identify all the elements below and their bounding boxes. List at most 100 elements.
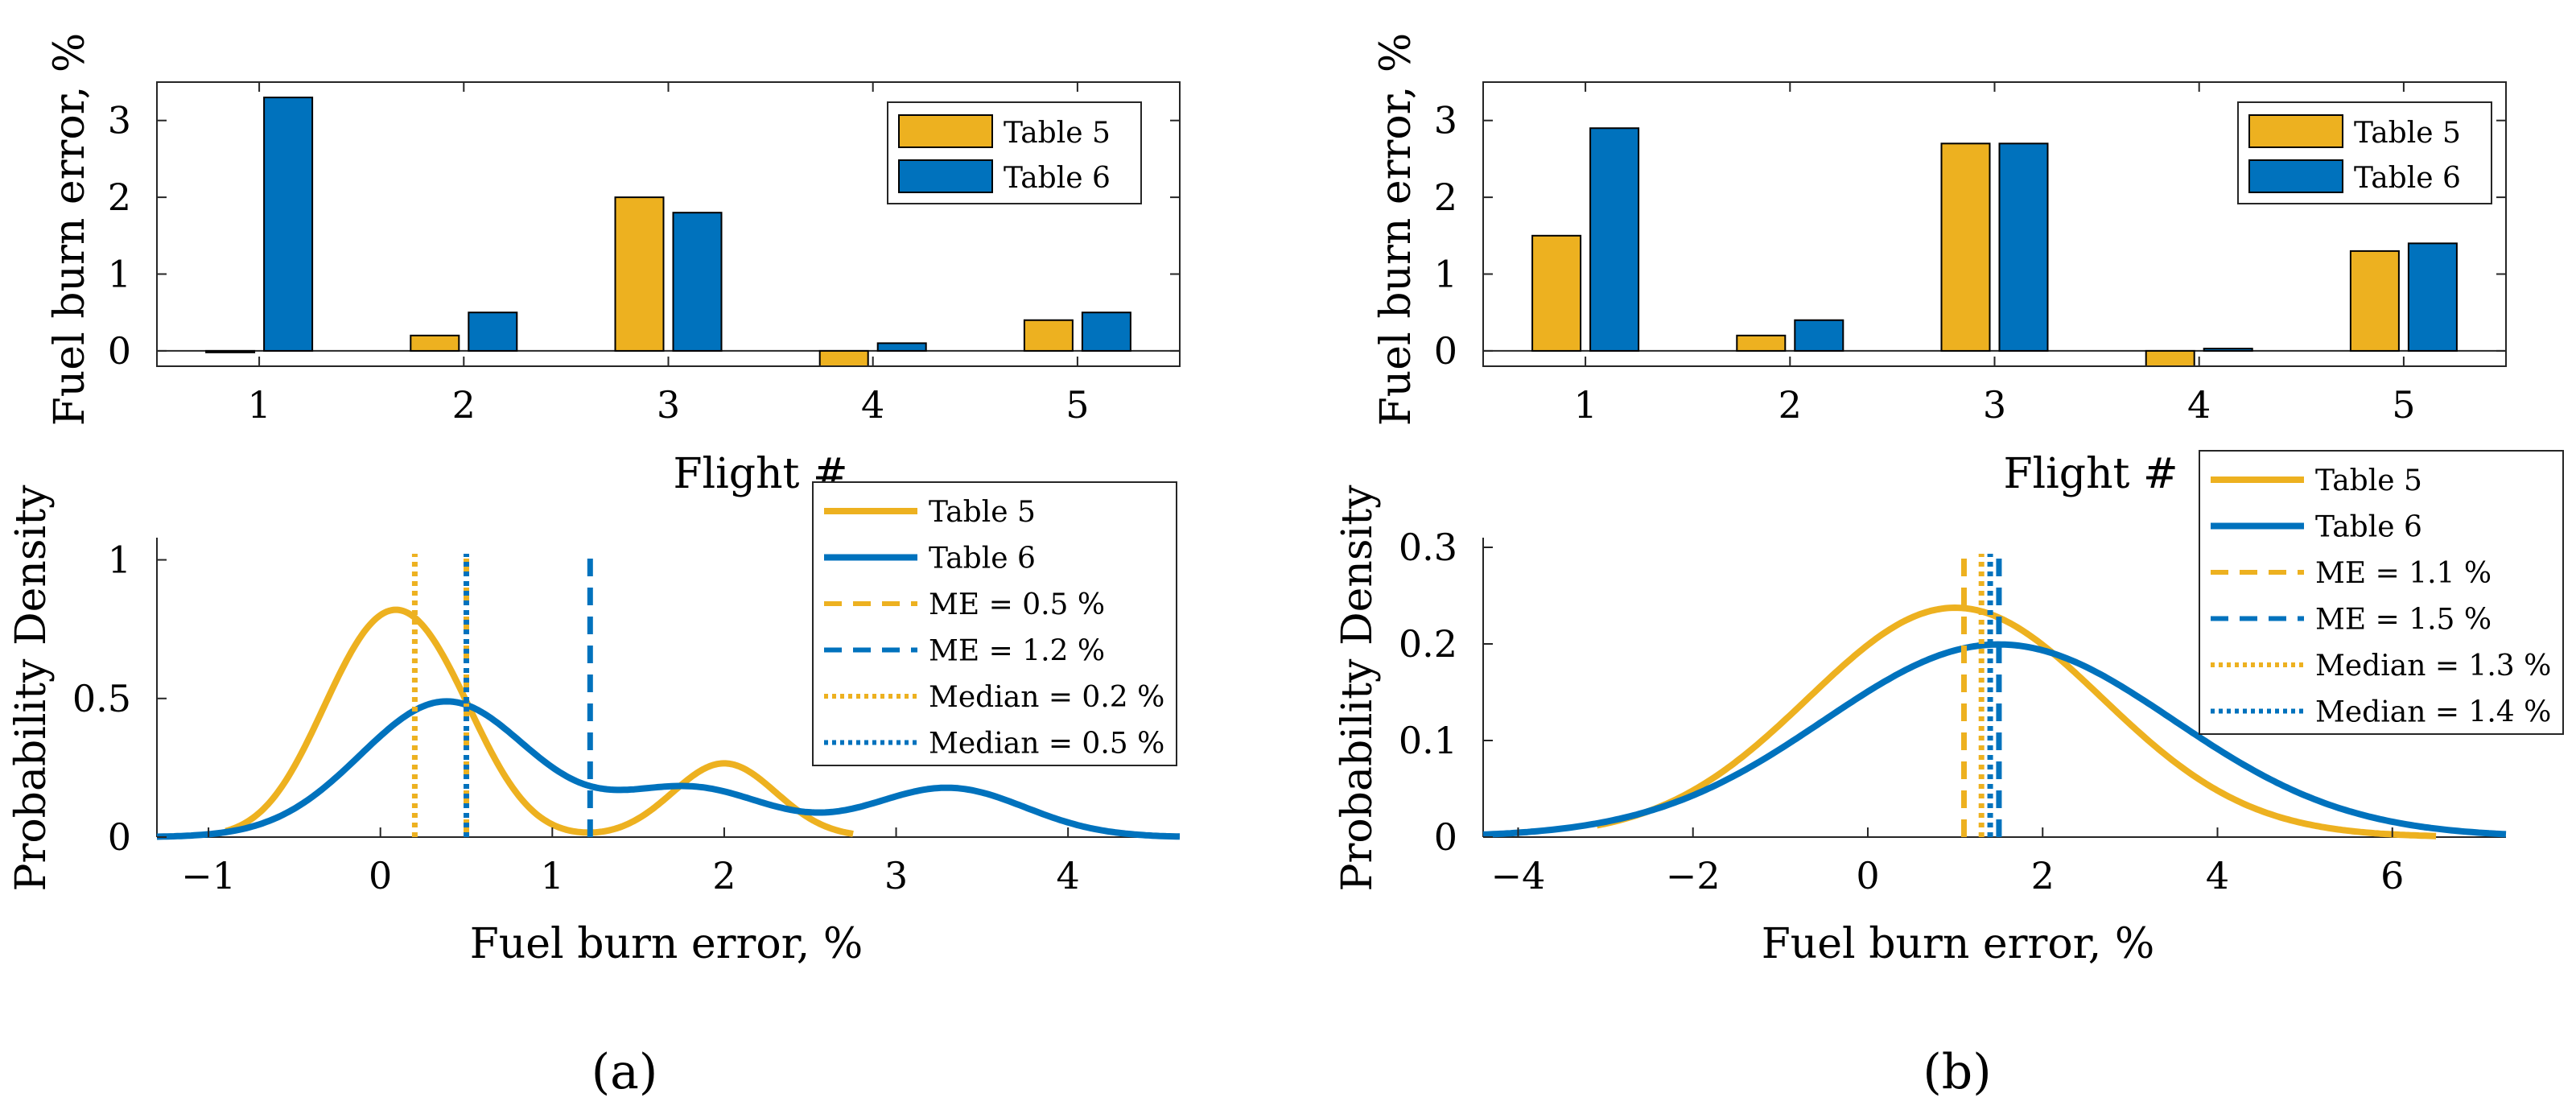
density-legend: Table 5 Table 6 ME = 1.1 % ME = 1.5 % Median…	[2199, 450, 2564, 735]
density-ylabel-a: Probability Density	[7, 485, 56, 892]
xtick-label: 3	[657, 383, 680, 427]
bar-chart-b: 0 1 2 3 1 2 3 4 5 Table 5 Table 6	[1434, 81, 2507, 427]
bar-table5-flight-1	[205, 349, 256, 353]
density-curve-table5	[225, 606, 855, 837]
density-ylabel-b: Probability Density	[1333, 485, 1382, 892]
legend-swatch-table6	[2248, 159, 2343, 193]
legend-label: Table 5	[2315, 464, 2422, 497]
xtick-label: 4	[1057, 854, 1080, 897]
bar-ylabel-b: Fuel burn error, %	[1372, 33, 1420, 427]
bar-xlabel-b: Flight #	[2003, 450, 2178, 498]
xtick-label: 6	[2380, 854, 2404, 897]
legend-label: ME = 1.1 %	[2315, 557, 2492, 590]
density-chart-b: 0 0.1 0.2 0.3 −4 −2 0 2 4 6 Table 5 Table 6 ME = 1.1…	[1399, 450, 2564, 897]
xtick-label: 0	[1856, 854, 1879, 897]
bar-table6-flight-5	[1081, 311, 1131, 352]
bar-chart-a: 0 1 2 3 1 2 3 4 5 Table 5 Table 6	[108, 81, 1181, 427]
legend-label: Median = 1.3 %	[2315, 650, 2551, 683]
ytick-label: 0.1	[1399, 719, 1457, 762]
bar-table5-flight-4	[2145, 349, 2195, 367]
density-curve-table6	[156, 698, 1181, 840]
legend-label: Table 6	[2354, 162, 2461, 195]
xtick-label: 4	[2206, 854, 2229, 897]
ytick-label: 3	[1434, 99, 1457, 142]
xtick-label: 4	[2187, 383, 2211, 427]
ytick-label: 1	[108, 538, 131, 582]
bar-table6-flight-3	[672, 212, 723, 352]
ytick-label: 0	[108, 329, 131, 373]
ytick-label: 0	[108, 815, 131, 859]
legend-label: ME = 1.2 %	[929, 635, 1105, 668]
xtick-label: 2	[2031, 854, 2055, 897]
ytick-label: 0	[1434, 815, 1457, 859]
ytick-label: 1	[108, 253, 131, 296]
bar-legend: Table 5 Table 6	[887, 101, 1142, 204]
xtick-label: 2	[1778, 383, 1802, 427]
xtick-label: 0	[369, 854, 392, 897]
bar-table5-flight-3	[1940, 142, 1991, 352]
ytick-label: 1	[1434, 253, 1457, 296]
legend-label: ME = 1.5 %	[2315, 604, 2492, 637]
legend-label: Table 6	[929, 542, 1036, 576]
panel-b: 0 1 2 3 1 2 3 4 5 Table 5 Table 6 Flight # Fuel bu…	[1333, 33, 2564, 1100]
ytick-label: 0.2	[1399, 622, 1457, 666]
legend-swatch-table5	[898, 114, 993, 148]
xtick-label: 5	[1065, 383, 1089, 427]
bar-table5-flight-2	[1736, 334, 1787, 352]
xtick-label: −4	[1491, 854, 1546, 897]
density-xlabel-a: Fuel burn error, %	[470, 920, 863, 968]
bar-table6-flight-1	[1589, 127, 1640, 352]
bar-table6-flight-1	[263, 97, 314, 352]
xtick-label: 2	[452, 383, 476, 427]
legend-swatch-table5	[2248, 114, 2343, 148]
bar-table5-flight-3	[614, 196, 665, 352]
bar-table5-flight-5	[1023, 319, 1074, 352]
bar-table6-flight-2	[1794, 319, 1844, 352]
ytick-label: 0.3	[1399, 526, 1457, 569]
legend-label: Median = 0.2 %	[929, 681, 1164, 714]
panel-caption-a: (a)	[591, 1044, 658, 1100]
legend-box	[2199, 450, 2564, 735]
ytick-label: 3	[108, 99, 131, 142]
bar-table5-flight-4	[818, 349, 869, 367]
xtick-label: 3	[1983, 383, 2006, 427]
bar-table6-flight-4	[2203, 348, 2253, 352]
xtick-label: 1	[247, 383, 270, 427]
bar-table5-flight-2	[410, 334, 460, 352]
legend-label: ME = 0.5 %	[929, 588, 1105, 621]
density-curve-table6	[1482, 641, 2507, 838]
ytick-label: 2	[108, 175, 131, 219]
xtick-label: 1	[541, 854, 564, 897]
legend-label: Table 5	[2354, 117, 2461, 150]
xtick-label: 2	[712, 854, 736, 897]
bar-legend: Table 5 Table 6	[2237, 101, 2492, 204]
legend-label: Table 5	[929, 496, 1036, 529]
legend-swatch-table6	[898, 159, 993, 193]
xtick-label: 1	[1573, 383, 1597, 427]
panel-caption-b: (b)	[1923, 1044, 1991, 1100]
bar-table6-flight-3	[1998, 142, 2049, 352]
density-xlabel-b: Fuel burn error, %	[1762, 920, 2155, 968]
ytick-label: 2	[1434, 175, 1457, 219]
legend-box	[812, 481, 1177, 766]
density-chart-a: 0 0.5 1 −1 0 1 2 3 4 Table 5 Table 6 ME = 0.5 % ME =…	[72, 481, 1181, 897]
legend-label: Median = 1.4 %	[2315, 696, 2551, 729]
ytick-label: 0	[1434, 329, 1457, 373]
legend-label: Table 6	[2315, 511, 2422, 544]
xtick-label: 4	[861, 383, 884, 427]
xtick-label: −1	[181, 854, 236, 897]
bar-table5-flight-1	[1531, 234, 1582, 352]
legend-label: Table 5	[1004, 117, 1111, 150]
xtick-label: 5	[2392, 383, 2415, 427]
bar-table6-flight-4	[876, 342, 927, 352]
density-curve-table5	[1596, 604, 2437, 840]
bar-table6-flight-2	[468, 311, 518, 352]
legend-label: Median = 0.5 %	[929, 728, 1164, 761]
legend-label: Table 6	[1004, 162, 1111, 195]
bar-table5-flight-5	[2349, 250, 2400, 352]
bar-ylabel-a: Fuel burn error, %	[46, 33, 94, 427]
xtick-label: 3	[884, 854, 908, 897]
ytick-label: 0.5	[72, 677, 131, 720]
